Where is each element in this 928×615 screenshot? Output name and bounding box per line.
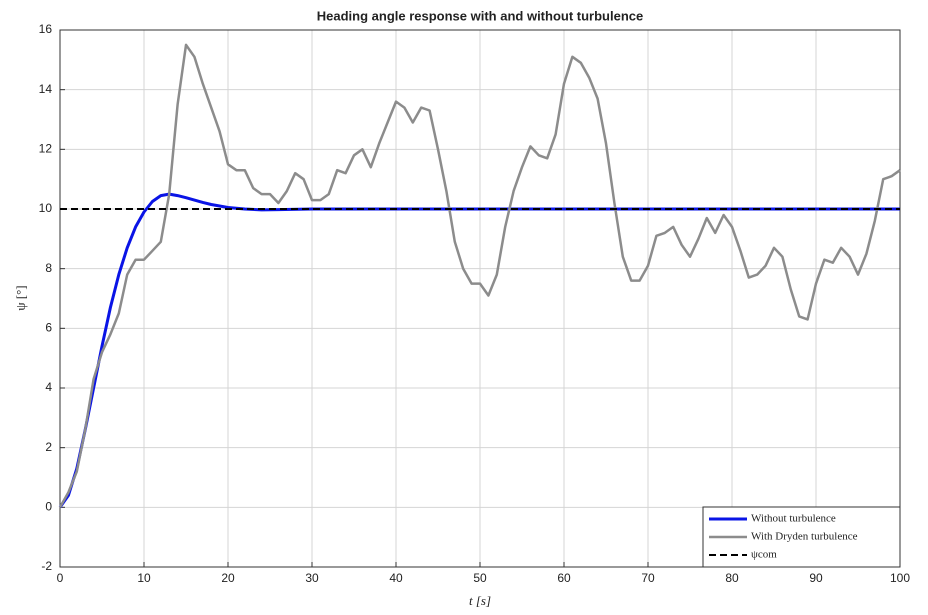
x-tick-label: 70 bbox=[641, 571, 655, 585]
y-tick-label: 8 bbox=[45, 261, 52, 275]
y-tick-label: -2 bbox=[41, 559, 52, 573]
x-tick-label: 30 bbox=[305, 571, 319, 585]
x-tick-label: 90 bbox=[809, 571, 823, 585]
y-tick-label: 16 bbox=[39, 22, 53, 36]
y-tick-label: 12 bbox=[39, 142, 53, 156]
x-tick-label: 100 bbox=[890, 571, 910, 585]
y-axis-label: ψ [°] bbox=[13, 285, 28, 310]
legend-label: Without turbulence bbox=[751, 513, 836, 525]
y-tick-label: 2 bbox=[45, 440, 52, 454]
y-tick-label: 4 bbox=[45, 380, 52, 394]
legend-label: With Dryden turbulence bbox=[751, 531, 858, 543]
x-tick-label: 20 bbox=[221, 571, 235, 585]
x-tick-label: 50 bbox=[473, 571, 487, 585]
y-tick-label: 6 bbox=[45, 321, 52, 335]
x-tick-label: 80 bbox=[725, 571, 739, 585]
x-tick-label: 60 bbox=[557, 571, 571, 585]
y-tick-label: 10 bbox=[39, 201, 53, 215]
legend-label: ψcom bbox=[751, 549, 777, 561]
chart-title: Heading angle response with and without … bbox=[317, 8, 643, 23]
y-tick-label: 14 bbox=[39, 82, 53, 96]
x-tick-label: 0 bbox=[57, 571, 64, 585]
x-axis-label: t [s] bbox=[469, 593, 491, 608]
x-tick-label: 40 bbox=[389, 571, 403, 585]
plot-frame bbox=[59, 29, 901, 568]
x-tick-label: 10 bbox=[137, 571, 151, 585]
series-line bbox=[58, 43, 901, 508]
y-tick-label: 0 bbox=[45, 500, 52, 514]
